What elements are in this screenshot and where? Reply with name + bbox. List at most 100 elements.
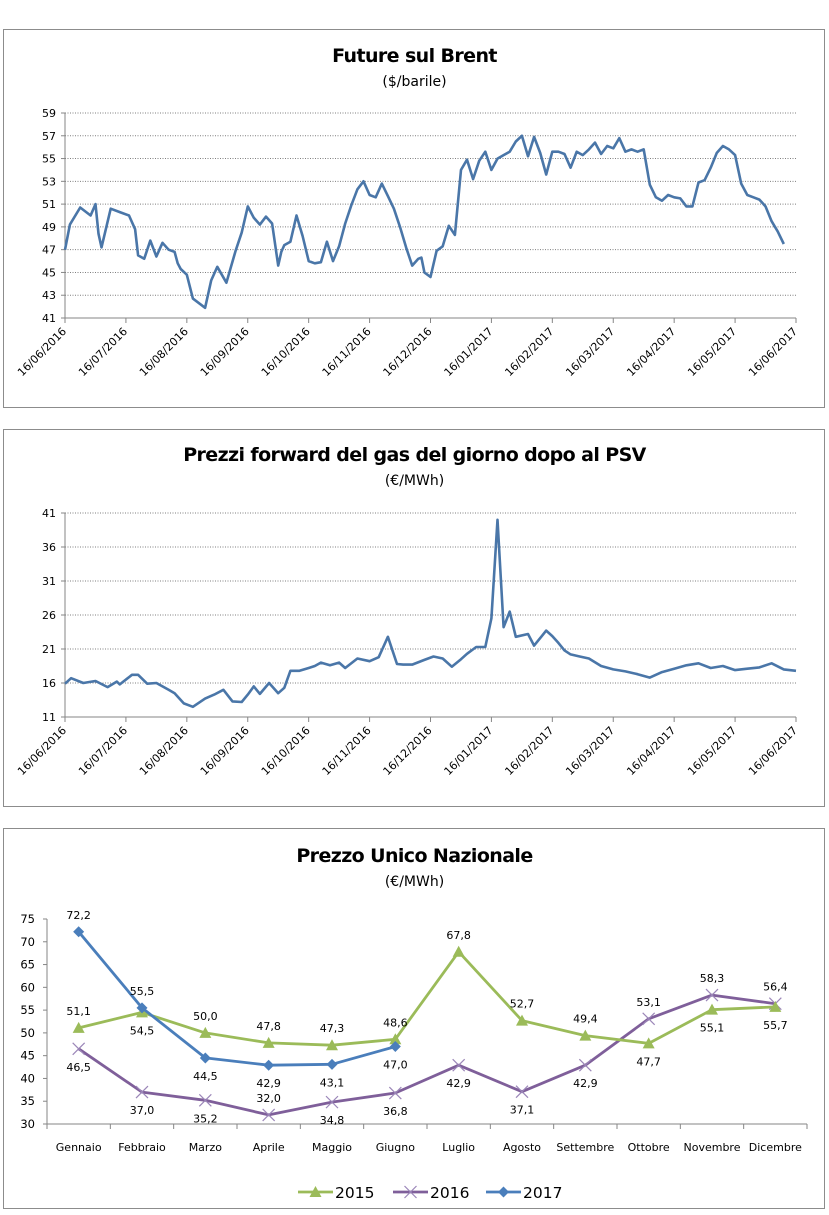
- pun-point-marker: [198, 1093, 212, 1107]
- pun-point-marker: [705, 988, 719, 1002]
- pun-y-tick-label: 45: [20, 1049, 35, 1063]
- pun-y-tick-label: 60: [20, 980, 35, 994]
- pun-data-label: 47,3: [320, 1022, 345, 1035]
- pun-category-label: Luglio: [442, 1141, 475, 1154]
- brent-x-tick-label: 16/09/2016: [198, 325, 252, 379]
- brent-chart-subtitle: ($/barile): [382, 74, 447, 90]
- pun-chart-title: Prezzo Unico Nazionale: [296, 845, 533, 867]
- pun-point-marker: [452, 1058, 466, 1072]
- brent-x-tick-label: 16/08/2016: [137, 325, 191, 379]
- brent-plot: 41 43 45 47 49 51 53 55 57 59 16/06/2016 16/07/2016…: [15, 107, 800, 379]
- pun-plot: 30 35 40 45 50 55 60 65 70 75 Gennaio Febbraio Marzo…: [20, 909, 808, 1202]
- pun-point-marker: [325, 1095, 339, 1109]
- brent-x-tick-label: 16/06/2016: [15, 325, 69, 379]
- pun-category-label: Gennaio: [56, 1141, 102, 1154]
- pun-point-marker: [326, 1058, 338, 1070]
- psv-y-tick-label: 26: [42, 609, 56, 622]
- pun-data-label: 35,2: [193, 1112, 218, 1125]
- legend-label: 2015: [335, 1184, 374, 1202]
- psv-series-line: [64, 518, 797, 709]
- brent-x-tick-label: 16/03/2017: [563, 325, 617, 379]
- pun-series-line: [77, 993, 776, 1117]
- pun-point-marker: [136, 1002, 148, 1014]
- psv-y-tick-label: 21: [42, 643, 56, 656]
- brent-y-tick-label: 45: [42, 266, 56, 279]
- pun-data-label: 54,5: [130, 1024, 155, 1037]
- psv-x-tick-label: 16/04/2017: [624, 724, 678, 778]
- pun-data-label: 55,1: [700, 1022, 725, 1035]
- pun-point-marker: [73, 926, 85, 938]
- psv-y-tick-label: 36: [42, 541, 56, 554]
- pun-data-label: 47,0: [383, 1059, 408, 1072]
- pun-point-marker: [72, 1042, 86, 1056]
- psv-x-tick-label: 16/12/2016: [381, 724, 435, 778]
- psv-x-tick-label: 16/08/2016: [137, 724, 191, 778]
- brent-y-tick-label: 51: [42, 198, 56, 211]
- pun-point-marker: [642, 1012, 656, 1026]
- pun-y-tick-label: 30: [20, 1117, 35, 1131]
- pun-data-label: 42,9: [446, 1077, 471, 1090]
- brent-x-tick-label: 16/06/2017: [746, 325, 800, 379]
- pun-data-label: 55,5: [130, 985, 155, 998]
- pun-data-label: 42,9: [256, 1077, 281, 1090]
- pun-data-label: 44,5: [193, 1070, 218, 1083]
- pun-legend: 2015 2016 2017: [298, 1184, 562, 1202]
- pun-chart-subtitle: (€/MWh): [384, 874, 445, 890]
- legend-marker-icon: [498, 1186, 509, 1198]
- pun-data-label: 72,2: [66, 909, 91, 922]
- brent-y-tick-label: 47: [42, 244, 56, 257]
- pun-point-marker: [452, 945, 465, 957]
- brent-y-tick-label: 41: [42, 312, 56, 325]
- psv-x-tick-label: 16/10/2016: [259, 724, 313, 778]
- pun-category-label: Giugno: [376, 1141, 416, 1154]
- psv-x-tick-label: 16/06/2017: [746, 724, 800, 778]
- brent-x-tick-label: 16/07/2016: [76, 325, 130, 379]
- psv-y-tick-label: 31: [42, 575, 56, 588]
- pun-y-tick-label: 75: [20, 912, 35, 926]
- pun-data-label: 47,7: [636, 1055, 661, 1068]
- pun-category-label: Ottobre: [628, 1141, 670, 1154]
- psv-x-tick-label: 16/11/2016: [320, 724, 374, 778]
- brent-y-tick-label: 57: [42, 130, 56, 143]
- psv-plot: 11 16 21 26 31 36 41 16/06/2016 16/07/2016 16/08/…: [15, 507, 800, 778]
- legend-item-2017: 2017: [486, 1184, 562, 1202]
- psv-x-tick-label: 16/02/2017: [502, 724, 556, 778]
- psv-x-tick-label: 16/06/2016: [15, 724, 69, 778]
- pun-series-2016: 46,5 37,0 35,2 32,0 34,8 36,8 42,9 37,1 42,9 53,1…: [66, 972, 787, 1127]
- pun-point-marker: [515, 1085, 529, 1099]
- legend-item-2015: 2015: [298, 1184, 374, 1202]
- pun-y-tick-label: 40: [20, 1071, 35, 1085]
- pun-data-label: 53,1: [636, 996, 661, 1009]
- psv-chart-title: Prezzi forward del gas del giorno dopo a…: [183, 444, 646, 466]
- legend-marker-icon: [309, 1186, 322, 1197]
- pun-point-marker: [262, 1108, 276, 1122]
- legend-item-2016: 2016: [393, 1184, 469, 1202]
- pun-data-label: 55,7: [763, 1019, 788, 1032]
- psv-x-tick-label: 16/09/2016: [198, 724, 252, 778]
- pun-point-marker: [706, 1003, 718, 1015]
- pun-data-label: 43,1: [320, 1076, 345, 1089]
- pun-data-label: 47,8: [256, 1020, 281, 1033]
- pun-category-label: Novembre: [684, 1141, 741, 1154]
- brent-y-tick-label: 53: [42, 175, 56, 188]
- pun-point-marker: [389, 1041, 401, 1053]
- pun-category-label: Maggio: [312, 1141, 352, 1154]
- pun-category-label: Aprile: [253, 1141, 285, 1154]
- pun-data-label: 58,3: [700, 972, 725, 985]
- pun-data-label: 52,7: [510, 998, 535, 1011]
- pun-point-marker: [579, 1029, 592, 1041]
- pun-y-tick-label: 70: [20, 935, 35, 949]
- psv-x-tick-label: 16/05/2017: [685, 724, 739, 778]
- psv-x-tick-label: 16/01/2017: [442, 724, 496, 778]
- pun-point-marker: [389, 1033, 402, 1045]
- pun-y-tick-label: 35: [20, 1094, 35, 1108]
- pun-data-label: 32,0: [256, 1092, 281, 1105]
- pun-series-2015: 51,1 54,5 50,0 47,8 47,3 48,6 67,8 52,7 49,4 47,7…: [66, 929, 787, 1069]
- pun-data-label: 67,8: [446, 929, 471, 942]
- brent-y-tick-label: 43: [42, 289, 56, 302]
- pun-series-line: [78, 950, 776, 1047]
- brent-y-tick-label: 55: [42, 153, 56, 166]
- pun-y-tick-label: 65: [20, 958, 35, 972]
- pun-point-marker: [72, 1021, 85, 1033]
- pun-point-marker: [199, 1052, 211, 1064]
